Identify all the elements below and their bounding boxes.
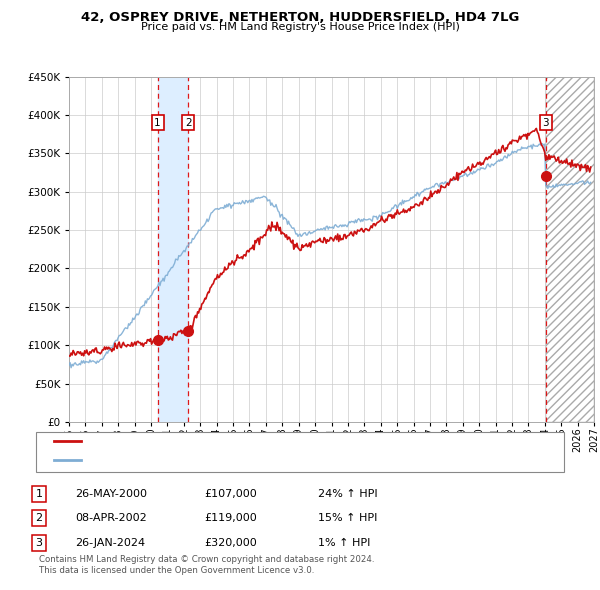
Text: £320,000: £320,000 bbox=[204, 538, 257, 548]
Text: Contains HM Land Registry data © Crown copyright and database right 2024.: Contains HM Land Registry data © Crown c… bbox=[39, 555, 374, 564]
Text: 1% ↑ HPI: 1% ↑ HPI bbox=[318, 538, 370, 548]
Text: HPI: Average price, detached house, Kirklees: HPI: Average price, detached house, Kirk… bbox=[87, 455, 307, 465]
Text: 15% ↑ HPI: 15% ↑ HPI bbox=[318, 513, 377, 523]
Text: 26-JAN-2024: 26-JAN-2024 bbox=[75, 538, 145, 548]
Text: £107,000: £107,000 bbox=[204, 489, 257, 499]
Text: £119,000: £119,000 bbox=[204, 513, 257, 523]
Text: 42, OSPREY DRIVE, NETHERTON, HUDDERSFIELD, HD4 7LG: 42, OSPREY DRIVE, NETHERTON, HUDDERSFIEL… bbox=[81, 11, 519, 24]
Text: 3: 3 bbox=[542, 118, 549, 127]
Text: 1: 1 bbox=[154, 118, 161, 127]
Text: 2: 2 bbox=[35, 513, 43, 523]
Text: 26-MAY-2000: 26-MAY-2000 bbox=[75, 489, 147, 499]
Text: This data is licensed under the Open Government Licence v3.0.: This data is licensed under the Open Gov… bbox=[39, 566, 314, 575]
Text: 2: 2 bbox=[185, 118, 191, 127]
Text: 1: 1 bbox=[35, 489, 43, 499]
Text: 42, OSPREY DRIVE, NETHERTON, HUDDERSFIELD, HD4 7LG (detached house): 42, OSPREY DRIVE, NETHERTON, HUDDERSFIEL… bbox=[87, 437, 466, 446]
Text: 24% ↑ HPI: 24% ↑ HPI bbox=[318, 489, 377, 499]
Bar bbox=[158, 77, 188, 422]
Text: 3: 3 bbox=[35, 538, 43, 548]
Text: Price paid vs. HM Land Registry's House Price Index (HPI): Price paid vs. HM Land Registry's House … bbox=[140, 22, 460, 32]
Text: 08-APR-2002: 08-APR-2002 bbox=[75, 513, 147, 523]
Bar bbox=[546, 77, 594, 422]
